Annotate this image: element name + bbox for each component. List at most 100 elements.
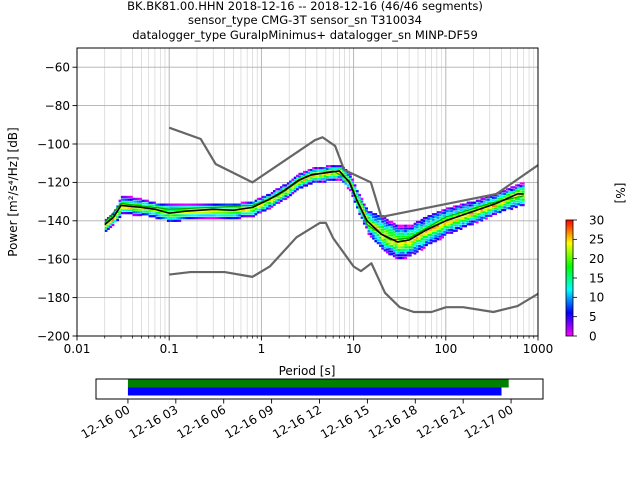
pdf-cell <box>268 199 272 202</box>
pdf-cell <box>475 221 479 224</box>
pdf-cell <box>120 198 124 201</box>
pdf-cell <box>452 210 456 214</box>
coverage-tick-label: 12-16 06 <box>174 402 228 441</box>
y-tick-label: −200 <box>37 329 70 343</box>
pdf-cell <box>427 220 431 223</box>
pdf-cell <box>402 240 405 244</box>
pdf-cell <box>291 192 295 195</box>
pdf-cell <box>137 211 140 214</box>
pdf-cell <box>420 232 424 235</box>
pdf-cell <box>266 204 269 207</box>
pdf-cell <box>381 217 385 221</box>
pdf-cell <box>277 198 281 202</box>
pdf-cell <box>171 206 175 209</box>
pdf-cell <box>402 254 405 257</box>
pdf-cell <box>137 197 140 201</box>
pdf-cell <box>185 216 189 220</box>
pdf-cell <box>335 178 338 181</box>
pdf-cell <box>379 233 382 237</box>
pdf-cell <box>411 246 415 249</box>
pdf-cell <box>178 211 182 214</box>
pdf-cell <box>183 203 186 206</box>
pdf-cell <box>515 195 518 198</box>
pdf-cell <box>134 203 138 206</box>
pdf-cell <box>519 203 523 207</box>
pdf-cell <box>143 199 147 202</box>
pdf-cell <box>519 190 523 193</box>
pdf-cell <box>298 183 302 186</box>
pdf-cell <box>406 251 410 254</box>
pdf-cell <box>261 209 265 212</box>
pdf-cell <box>176 216 179 220</box>
pdf-cell <box>166 203 170 206</box>
pdf-cell <box>183 216 186 220</box>
pdf-cell <box>388 226 391 229</box>
pdf-cell <box>517 184 521 187</box>
pdf-cell <box>344 182 348 185</box>
pdf-cell <box>473 220 477 223</box>
pdf-cell <box>510 191 514 194</box>
pdf-cell <box>127 201 131 204</box>
pdf-cell <box>185 206 189 209</box>
pdf-cell <box>399 230 403 233</box>
pdf-cell <box>208 203 212 206</box>
pdf-cell <box>160 216 163 220</box>
pdf-cell <box>466 215 470 218</box>
pdf-cell <box>482 213 486 217</box>
pdf-cell <box>501 203 504 206</box>
pdf-cell <box>252 209 255 212</box>
pdf-cell <box>328 165 332 168</box>
pdf-cell <box>376 217 380 221</box>
pdf-cell <box>254 213 258 216</box>
x-axis-label: Period [s] <box>279 364 336 378</box>
pdf-cell <box>485 198 488 201</box>
pdf-cell <box>302 184 306 187</box>
pdf-cell <box>118 215 122 219</box>
pdf-cell <box>132 213 136 217</box>
pdf-cell <box>411 243 415 246</box>
pdf-cell <box>185 203 189 206</box>
pdf-cell <box>385 218 389 222</box>
pdf-cell <box>104 224 108 227</box>
pdf-cell <box>245 209 249 212</box>
coverage-bars <box>127 379 509 396</box>
pdf-cell <box>374 223 378 227</box>
pdf-cell <box>344 179 348 183</box>
pdf-cell <box>351 192 355 195</box>
pdf-cell <box>508 206 511 210</box>
pdf-cell <box>376 220 380 223</box>
pdf-cell <box>130 209 133 212</box>
pdf-cell <box>420 221 424 224</box>
pdf-cell <box>445 218 449 221</box>
pdf-cell <box>471 217 474 221</box>
pdf-cell <box>372 231 375 235</box>
pdf-cell <box>243 201 246 204</box>
pdf-cell <box>471 206 474 210</box>
pdf-cell <box>434 218 438 221</box>
pdf-cell <box>346 173 350 176</box>
pdf-cell <box>289 180 292 183</box>
pdf-cell <box>270 200 274 203</box>
pdf-cell <box>282 195 285 198</box>
pdf-cell <box>256 208 260 211</box>
pdf-cell <box>422 216 426 220</box>
pdf-cell <box>231 203 235 206</box>
pdf-cell <box>309 179 313 183</box>
pdf-cell <box>425 227 428 231</box>
pdf-cell <box>346 176 350 179</box>
pdf-cell <box>489 206 493 209</box>
pdf-cell <box>332 173 336 176</box>
pdf-cell <box>425 222 428 225</box>
pdf-cell <box>399 227 403 230</box>
pdf-cell <box>429 231 433 234</box>
pdf-cell <box>127 209 131 212</box>
pdf-cell <box>496 202 500 206</box>
pdf-cell <box>498 210 502 214</box>
pdf-cell <box>395 254 398 257</box>
pdf-cell <box>418 242 421 245</box>
pdf-cell <box>291 186 295 189</box>
pdf-cell <box>208 211 212 214</box>
pdf-cell <box>429 217 433 221</box>
